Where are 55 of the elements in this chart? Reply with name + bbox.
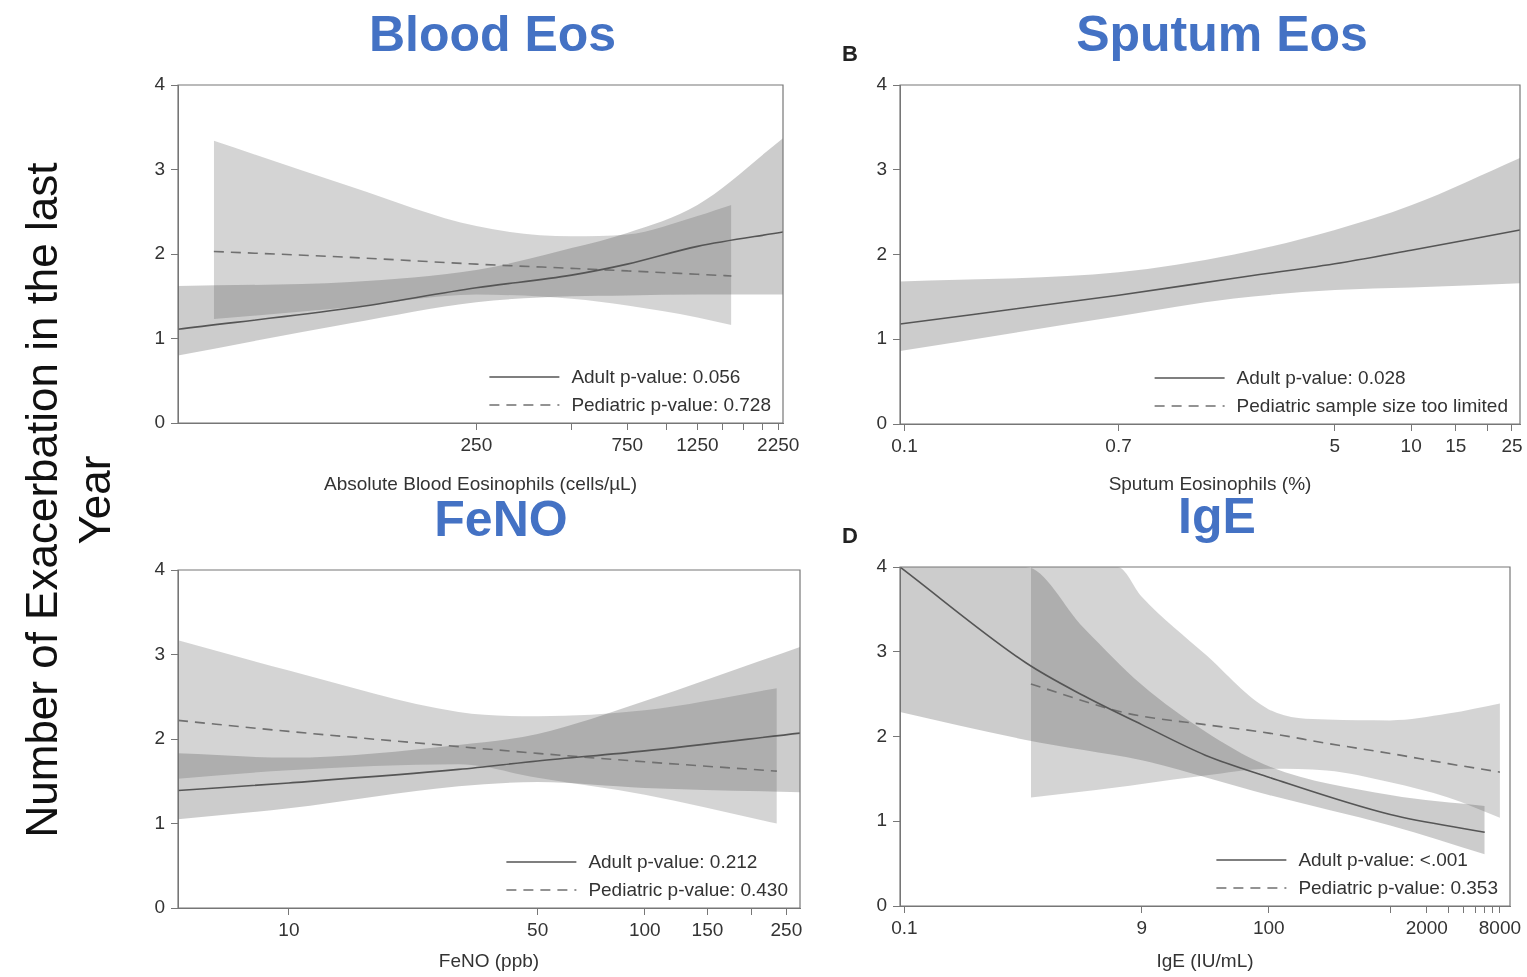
x-tick-label: 1250 [676, 433, 719, 455]
text: B [842, 41, 858, 67]
y-tick-label: 2 [876, 724, 887, 746]
x-tick-label: 5 [1329, 434, 1341, 456]
y-tick-label: 1 [876, 327, 887, 349]
x-tick-label: 9 [1136, 916, 1148, 938]
y-tick-label: 3 [876, 157, 887, 179]
y-tick-label: 3 [154, 157, 165, 179]
y-tick-label: 1 [154, 326, 165, 348]
x-tick-label: 25 [1501, 434, 1523, 456]
legend-label: Pediatric p-value: 0.430 [588, 879, 788, 901]
x-axis-title: FeNO (ppb) [438, 949, 540, 971]
y-tick-label: 4 [876, 73, 888, 95]
x-axis-title: IgE (IU/mL) [1156, 949, 1254, 971]
y-tick-label: 1 [876, 809, 887, 831]
x-tick-label: 2250 [757, 433, 800, 455]
y-tick-label: 0 [154, 896, 165, 918]
y-tick-label: 2 [154, 242, 165, 264]
x-tick-label: 50 [527, 918, 549, 940]
legend-label: Adult p-value: 0.212 [588, 851, 758, 873]
legend-label: Pediatric p-value: 0.353 [1298, 877, 1498, 899]
y-tick-label: 0 [876, 894, 887, 916]
text: D [842, 523, 858, 549]
legend-label: Pediatric p-value: 0.728 [571, 394, 771, 416]
y-tick-label: 4 [876, 555, 888, 577]
x-tick-label: 100 [1252, 916, 1285, 938]
y-tick-label: 0 [154, 411, 165, 433]
y-tick-label: 4 [154, 558, 166, 580]
x-tick-label: 750 [611, 433, 644, 455]
x-tick-label: 8000 [1478, 916, 1522, 938]
legend-label: Adult p-value: 0.056 [571, 366, 741, 388]
x-tick-label: 100 [628, 918, 661, 940]
x-tick-label: 250 [460, 433, 493, 455]
chart-title: Blood Eos [368, 5, 617, 62]
legend-label: Pediatric sample size too limited [1236, 395, 1508, 417]
legend-label: Adult p-value: 0.028 [1236, 367, 1406, 389]
y-tick-label: 2 [876, 242, 887, 264]
y-tick-label: 0 [876, 412, 887, 434]
y-axis-title: Number of Exacerbation in the last Year [16, 161, 120, 840]
y-tick-label: 3 [154, 642, 165, 664]
chart-title: Sputum Eos [1076, 5, 1368, 62]
x-tick-label: 10 [1400, 434, 1422, 456]
x-tick-label: 150 [691, 918, 724, 940]
x-tick-label: 10 [278, 918, 300, 940]
y-tick-label: 2 [154, 727, 165, 749]
x-tick-label: 2000 [1405, 916, 1448, 938]
legend-label: Adult p-value: <.001 [1298, 849, 1468, 871]
y-tick-label: 1 [154, 811, 165, 833]
x-tick-label: 0.7 [1105, 434, 1132, 456]
x-tick-label: 15 [1445, 434, 1467, 456]
y-tick-label: 3 [876, 639, 887, 661]
y-tick-label: 4 [154, 73, 166, 95]
x-tick-label: 0.1 [891, 434, 918, 456]
x-tick-label: 250 [770, 918, 803, 940]
x-tick-label: 0.1 [891, 916, 918, 938]
